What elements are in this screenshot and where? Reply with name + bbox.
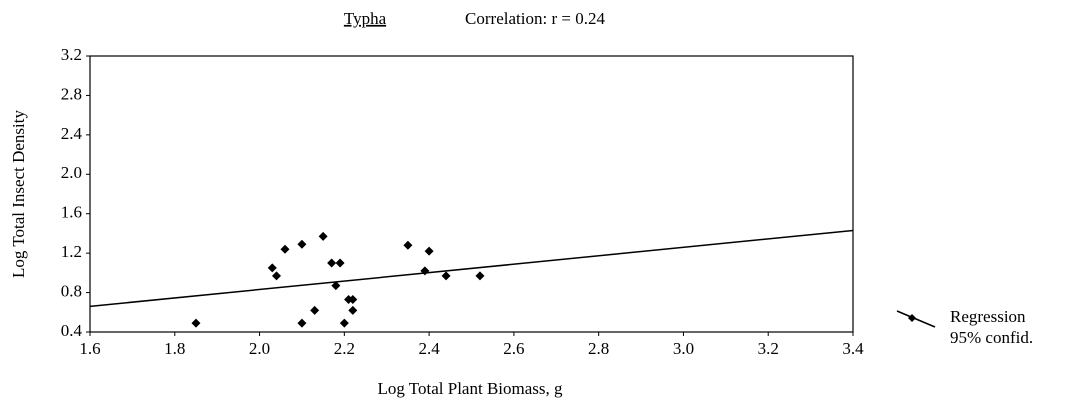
point: [191, 318, 201, 328]
y-tick-label: 2.4: [61, 124, 83, 143]
point: [424, 246, 434, 256]
point: [297, 239, 307, 249]
y-tick-label: 0.8: [61, 281, 82, 300]
x-axis-label: Log Total Plant Biomass, g: [377, 379, 563, 398]
x-tick-label: 2.6: [503, 339, 524, 358]
x-tick-label: 2.4: [418, 339, 440, 358]
point: [280, 244, 290, 254]
point: [310, 305, 320, 315]
x-tick-label: 2.8: [588, 339, 609, 358]
y-tick-label: 1.6: [61, 203, 82, 222]
point: [318, 231, 328, 241]
chart-title: Typha: [344, 9, 387, 28]
point: [475, 271, 485, 281]
point: [272, 271, 282, 281]
y-tick-label: 2.0: [61, 163, 82, 182]
point: [420, 266, 430, 276]
legend-line: [896, 310, 936, 328]
point: [297, 318, 307, 328]
x-tick-label: 1.8: [164, 339, 185, 358]
point: [403, 240, 413, 250]
x-tick-label: 3.0: [673, 339, 694, 358]
x-tick-label: 3.2: [758, 339, 779, 358]
plot-frame: [89, 55, 854, 333]
legend-label: 95% confid.: [950, 328, 1033, 347]
regression-line: [89, 229, 854, 308]
chart-subtitle: Correlation: r = 0.24: [465, 9, 605, 28]
point: [267, 263, 277, 273]
y-tick-label: 0.4: [61, 321, 83, 340]
point: [348, 294, 358, 304]
x-tick-label: 2.0: [249, 339, 270, 358]
point: [339, 318, 349, 328]
point: [335, 258, 345, 268]
x-tick-label: 1.6: [79, 339, 100, 358]
point: [441, 271, 451, 281]
y-tick-label: 1.2: [61, 242, 82, 261]
legend-label: Regression: [950, 307, 1026, 326]
y-tick-label: 3.2: [61, 45, 82, 64]
x-tick-label: 3.4: [842, 339, 864, 358]
point: [331, 281, 341, 291]
point: [348, 305, 358, 315]
legend-marker: [908, 314, 916, 322]
x-tick-label: 2.2: [334, 339, 355, 358]
y-axis-label: Log Total Insect Density: [9, 110, 28, 278]
y-tick-label: 2.8: [61, 84, 82, 103]
point: [327, 258, 337, 268]
